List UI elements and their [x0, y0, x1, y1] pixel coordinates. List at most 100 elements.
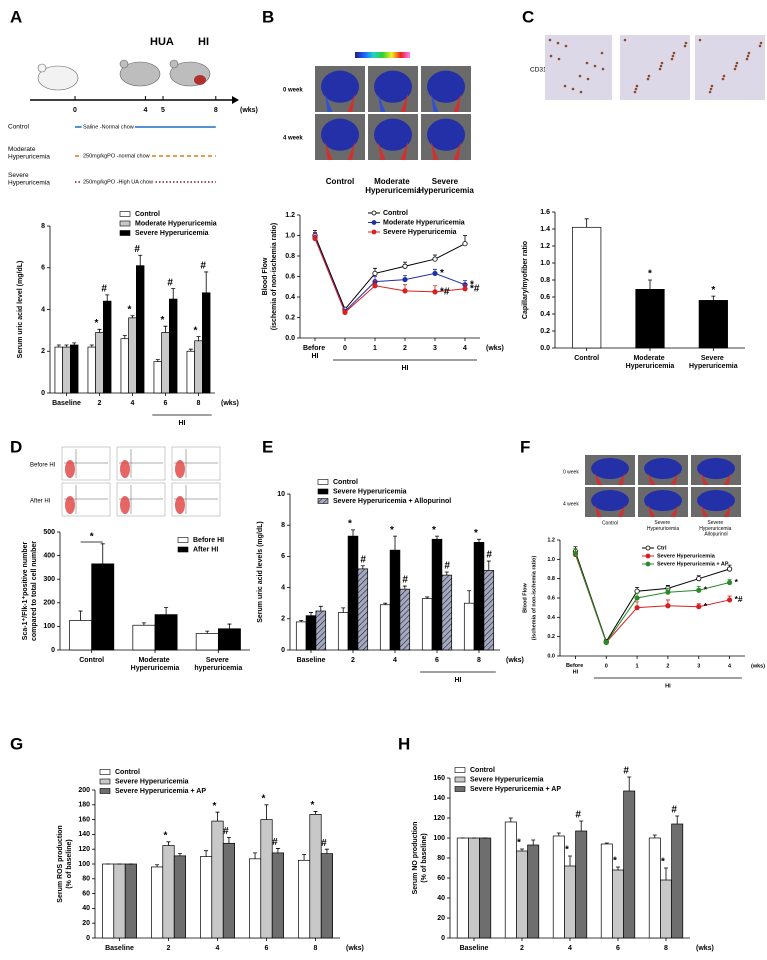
- x-tick-label: 1: [636, 663, 639, 669]
- error-bar: [531, 839, 536, 845]
- capillary: [623, 38, 627, 42]
- error-bar: [227, 623, 232, 629]
- y-tick-label: 0.2: [285, 314, 295, 321]
- x-tick-label: 8: [477, 657, 481, 664]
- legend-label: Control: [383, 210, 408, 217]
- perfusion-body: [591, 490, 629, 511]
- panel-label: F: [520, 437, 530, 456]
- bar: [456, 837, 469, 939]
- error-bar: [275, 848, 280, 853]
- point: [402, 263, 408, 269]
- y-tick-label: 140: [78, 831, 90, 838]
- point: [312, 235, 318, 242]
- point: [372, 270, 378, 277]
- capillary: [647, 74, 651, 78]
- significance-mark: *: [711, 285, 715, 296]
- error-bar: [393, 535, 397, 551]
- bar: [612, 869, 624, 939]
- capillary: [593, 64, 597, 68]
- image-column-label: Severe Hyperuricemia: [418, 177, 474, 195]
- x-tick-label: 0: [605, 663, 608, 669]
- x-tick-label: Control: [79, 657, 104, 664]
- x-tick-label: 8: [197, 400, 201, 407]
- y-tick-label: 0.6: [547, 595, 555, 601]
- perfusion-leg: [617, 473, 625, 485]
- bar: [357, 568, 369, 651]
- x-tick-label: 4: [216, 945, 220, 952]
- significance-mark: *: [262, 793, 266, 804]
- point: [572, 550, 579, 557]
- error-bar: [177, 853, 182, 856]
- perfusion-leg: [701, 473, 709, 485]
- perfusion-body: [321, 118, 359, 151]
- y-tick-label: 1.2: [547, 537, 555, 543]
- bar: [295, 621, 307, 651]
- error-bar: [383, 602, 388, 605]
- x-tick-label: 2: [403, 345, 407, 352]
- panel-label: A: [10, 7, 22, 26]
- y-tick-label: 60: [437, 875, 445, 882]
- error-bar: [204, 271, 209, 293]
- point: [726, 566, 733, 572]
- y-axis-label: Blood Flow: [522, 582, 528, 612]
- x-tick-label: 8: [314, 945, 318, 952]
- significance-mark: #: [134, 244, 140, 255]
- error-bar: [89, 344, 94, 348]
- perfusion-body: [374, 70, 412, 103]
- significance-mark: *: [661, 857, 665, 868]
- timeline-label: 4: [143, 107, 147, 114]
- y-tick-label: 8: [41, 223, 45, 230]
- x-tick-label: 4: [393, 657, 397, 664]
- image-row-label: Before HI: [30, 463, 56, 469]
- x-tick-label: Baseline: [52, 400, 81, 407]
- significance-mark: * #: [438, 561, 451, 572]
- bar: [162, 845, 175, 939]
- panel-label: G: [10, 734, 23, 753]
- perfusion-leg: [723, 473, 731, 485]
- capillary: [660, 61, 664, 65]
- y-tick-label: 0: [441, 935, 445, 942]
- legend-swatch: [317, 488, 329, 495]
- significance-mark: *: [348, 519, 352, 530]
- y-tick-label: 0.0: [547, 653, 555, 659]
- error-bar: [138, 254, 143, 266]
- legend-label: Severe Hyperuricemia: [383, 229, 457, 236]
- point: [726, 579, 733, 586]
- y-tick-label: 0.4: [540, 311, 550, 318]
- bar: [421, 598, 433, 651]
- bar: [194, 340, 203, 394]
- bar: [298, 859, 311, 939]
- y-tick-label: 0.8: [547, 576, 555, 582]
- image-row-label: 4 week: [283, 136, 303, 142]
- bar: [217, 628, 241, 651]
- point: [432, 289, 438, 295]
- legend-label: Ctrl: [657, 545, 667, 551]
- flow-cells: [120, 460, 130, 478]
- x-axis-label: (wks): [506, 657, 524, 664]
- bar: [211, 820, 224, 939]
- protocol-label: Saline -Normal chow: [83, 124, 134, 130]
- error-bar: [130, 315, 135, 318]
- legend-label: After HI: [193, 546, 218, 553]
- x-axis-label: (wks): [486, 345, 504, 352]
- significance-mark: *: [474, 528, 478, 539]
- error-bar: [97, 328, 102, 333]
- bar: [552, 835, 565, 939]
- x-tick-label: 8: [664, 945, 668, 952]
- error-bar: [78, 610, 83, 621]
- bar: [483, 570, 495, 651]
- y-tick-label: 1.2: [540, 243, 550, 250]
- point: [726, 597, 733, 603]
- y-tick-label: 500: [43, 529, 55, 536]
- capillary: [672, 51, 676, 55]
- significance-mark: *#: [440, 287, 450, 298]
- timeline-label: 8: [214, 107, 218, 114]
- bar: [132, 624, 156, 651]
- perfusion-leg: [325, 93, 333, 112]
- capillary: [721, 77, 725, 81]
- significance-mark: *: [161, 315, 165, 326]
- x-tick-label: Severe hyperuricemia: [194, 657, 242, 672]
- perfusion-leg: [431, 141, 439, 160]
- error-bar: [215, 811, 220, 822]
- image-row-label: 0 week: [563, 469, 579, 475]
